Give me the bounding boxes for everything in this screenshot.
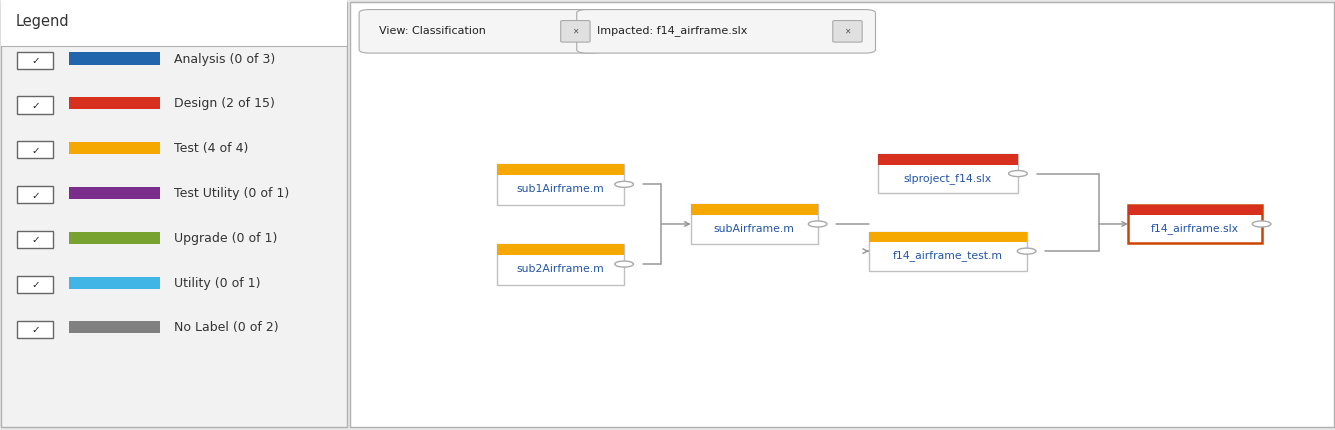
FancyBboxPatch shape (577, 11, 876, 54)
Text: Impacted: f14_airframe.slx: Impacted: f14_airframe.slx (597, 25, 748, 37)
Text: ✓: ✓ (31, 324, 40, 335)
Circle shape (614, 182, 634, 188)
Bar (1, 0, 347, 46)
Bar (69, 277, 160, 289)
Bar (498, 244, 625, 285)
Text: f14_airframe_test.m: f14_airframe_test.m (893, 249, 1003, 261)
Text: View: Classification: View: Classification (379, 26, 486, 36)
Text: Legend: Legend (16, 14, 69, 29)
Text: Test Utility (0 of 1): Test Utility (0 of 1) (174, 187, 288, 200)
Bar (350, 3, 1334, 427)
Text: ✓: ✓ (31, 280, 40, 290)
FancyBboxPatch shape (833, 22, 862, 43)
Bar (17, 321, 53, 338)
Bar (869, 232, 1027, 243)
Circle shape (1017, 249, 1036, 255)
Bar (1128, 205, 1262, 244)
Bar (878, 155, 1017, 165)
Text: ✕: ✕ (844, 27, 850, 36)
FancyBboxPatch shape (561, 22, 590, 43)
Bar (498, 244, 625, 255)
Bar (869, 232, 1027, 271)
Bar (692, 204, 817, 245)
Text: Utility (0 of 1): Utility (0 of 1) (174, 276, 260, 289)
Text: No Label (0 of 2): No Label (0 of 2) (174, 321, 278, 334)
Text: ✓: ✓ (31, 56, 40, 66)
Circle shape (808, 221, 826, 227)
Circle shape (614, 261, 634, 267)
Text: ✕: ✕ (573, 27, 578, 36)
Bar (69, 143, 160, 155)
Text: ✓: ✓ (31, 235, 40, 245)
Text: Test (4 of 4): Test (4 of 4) (174, 142, 248, 155)
Bar (17, 231, 53, 249)
Bar (69, 53, 160, 65)
Text: Upgrade (0 of 1): Upgrade (0 of 1) (174, 231, 276, 244)
Bar (69, 187, 160, 200)
Text: ✓: ✓ (31, 190, 40, 200)
Text: subAirframe.m: subAirframe.m (714, 223, 794, 233)
Text: sub2Airframe.m: sub2Airframe.m (517, 263, 605, 273)
Bar (17, 142, 53, 159)
Bar (17, 97, 53, 114)
Bar (17, 187, 53, 204)
Text: ✓: ✓ (31, 101, 40, 111)
Text: Analysis (0 of 3): Analysis (0 of 3) (174, 52, 275, 65)
Bar (498, 165, 625, 206)
Bar (69, 232, 160, 244)
Circle shape (1252, 221, 1271, 227)
Circle shape (1009, 171, 1027, 177)
Text: slproject_f14.slx: slproject_f14.slx (904, 172, 992, 183)
FancyBboxPatch shape (359, 11, 603, 54)
Text: f14_airframe.slx: f14_airframe.slx (1151, 222, 1239, 233)
Bar (17, 52, 53, 70)
Text: ✓: ✓ (31, 145, 40, 156)
Bar (692, 204, 817, 215)
Bar (878, 155, 1017, 194)
Bar (1, 3, 347, 427)
Text: Design (2 of 15): Design (2 of 15) (174, 97, 275, 110)
Bar (1128, 205, 1262, 215)
Bar (17, 276, 53, 293)
Bar (69, 322, 160, 334)
Bar (498, 165, 625, 175)
Text: sub1Airframe.m: sub1Airframe.m (517, 184, 605, 194)
Bar (69, 98, 160, 110)
